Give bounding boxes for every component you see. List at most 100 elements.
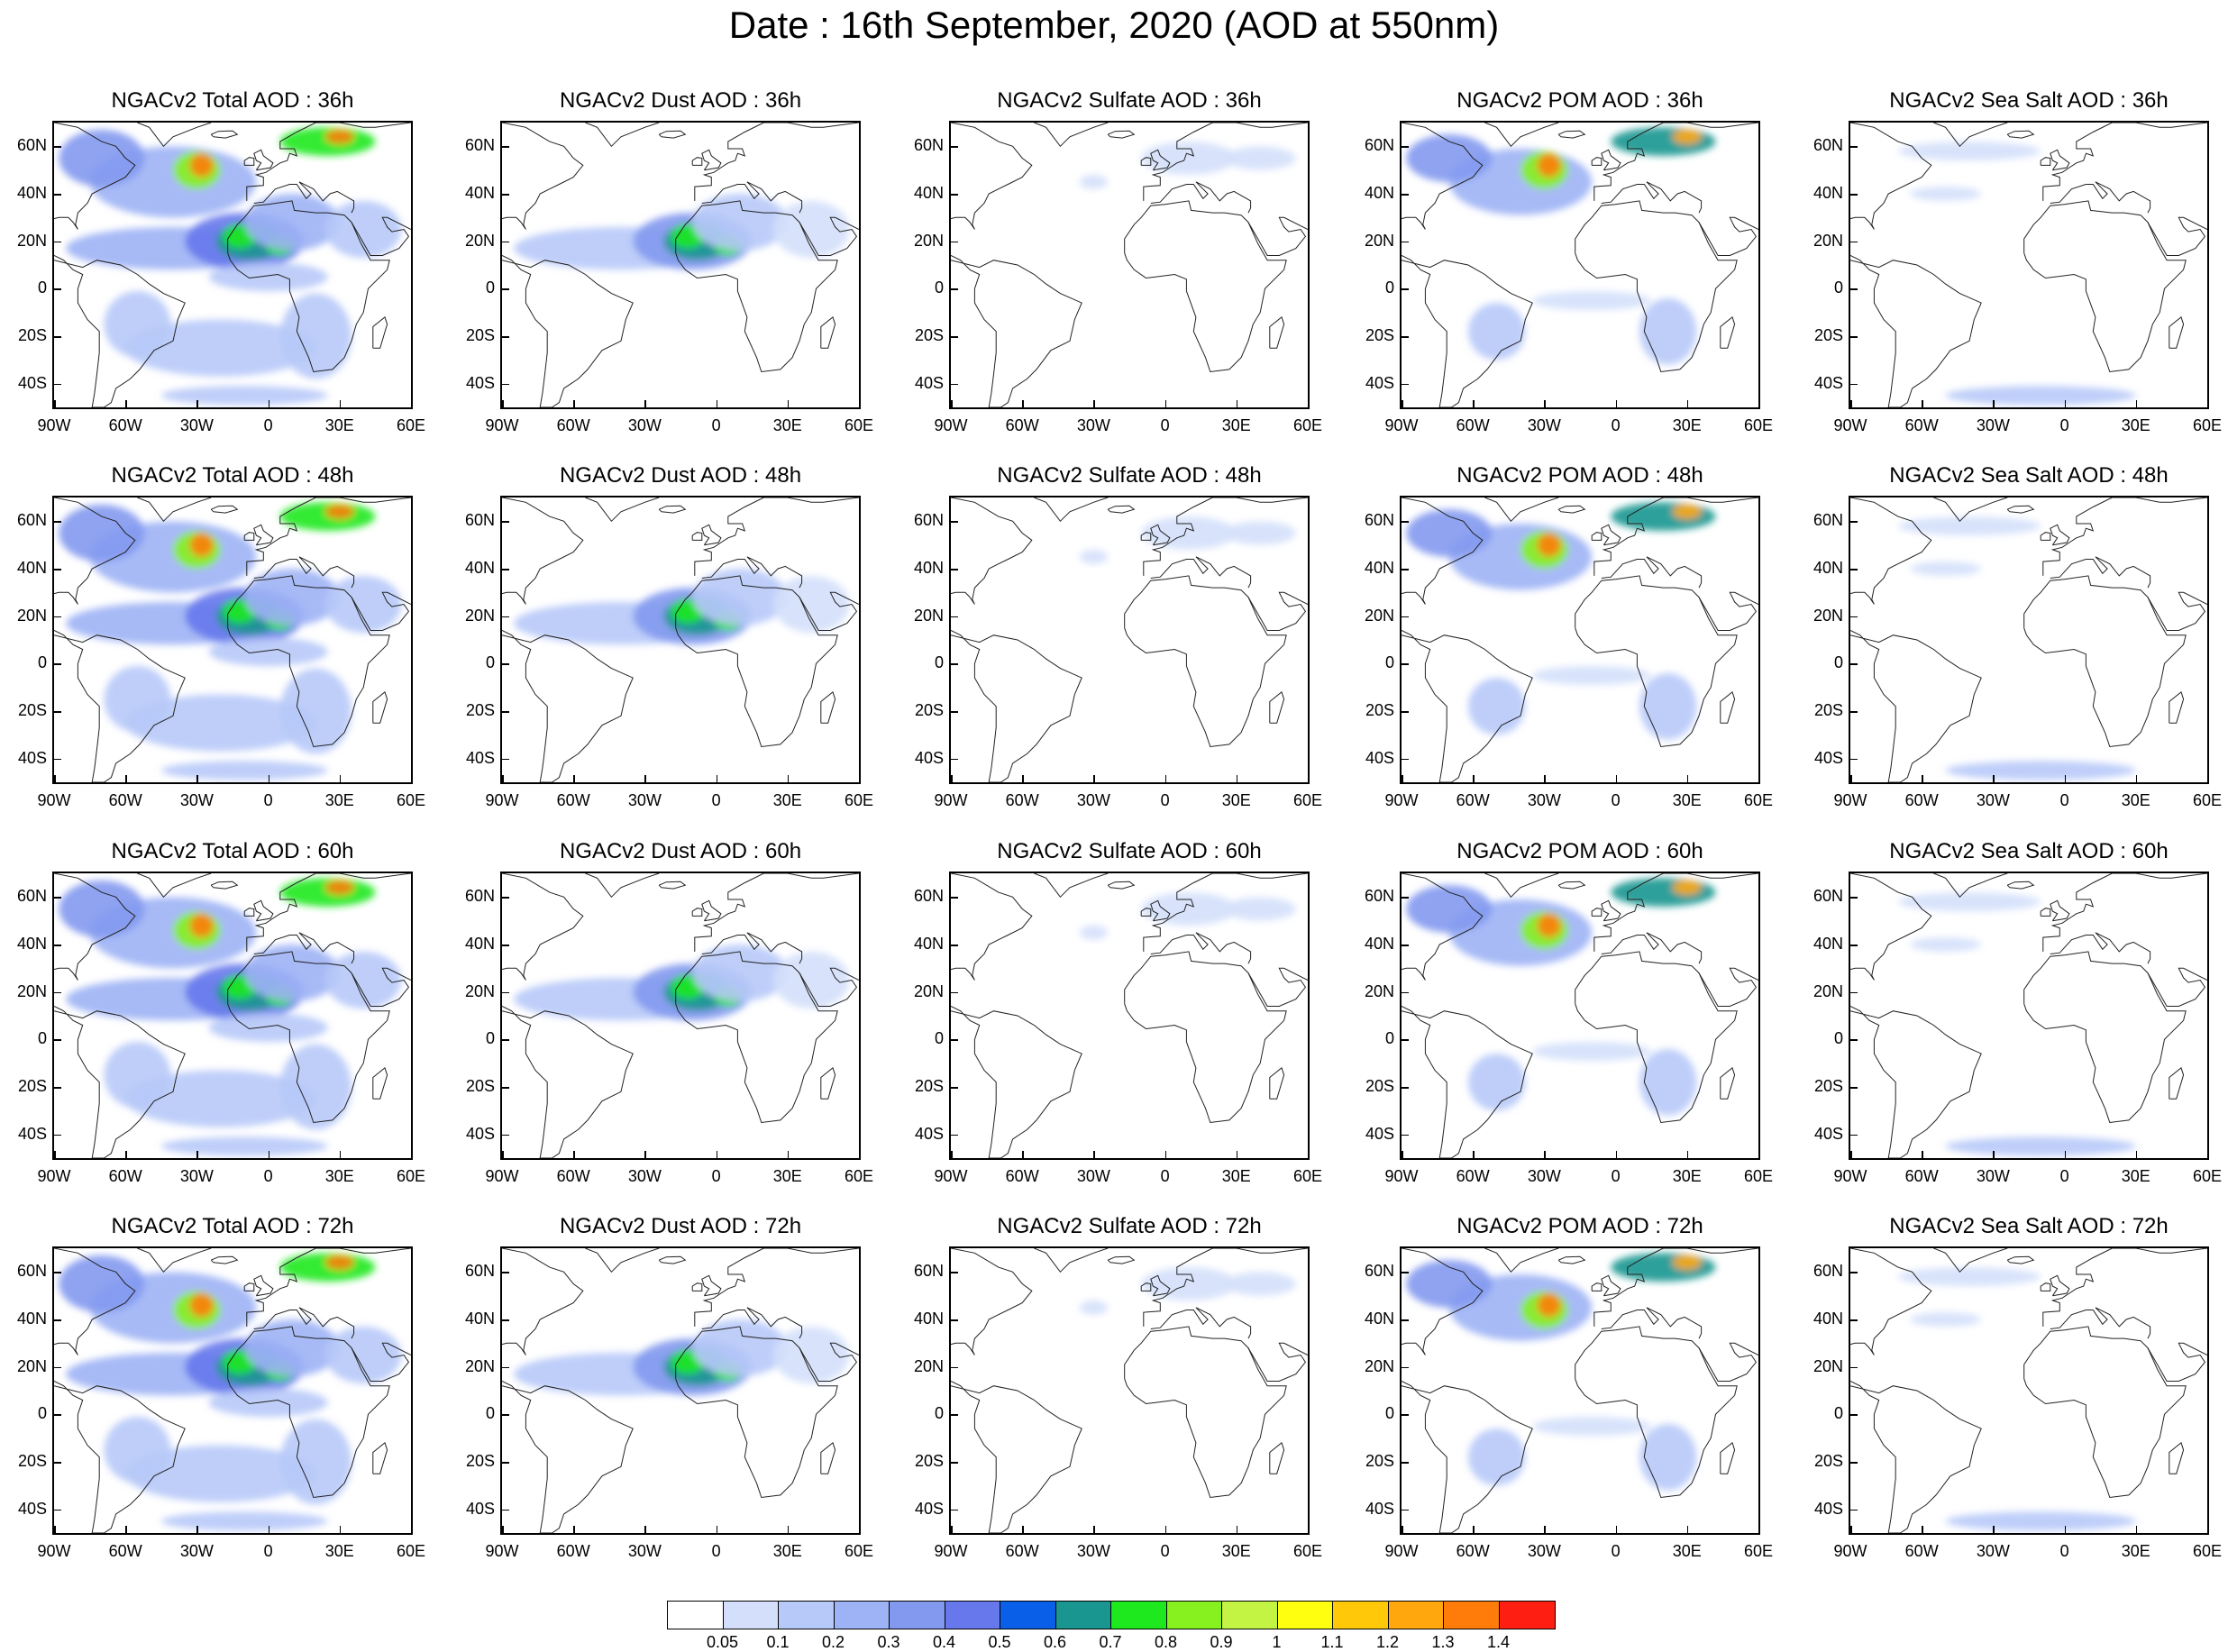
x-tick [196, 400, 198, 407]
coastline-southAmerica [951, 255, 1082, 407]
coastline-britain [2050, 149, 2070, 171]
x-tick [644, 1526, 646, 1533]
coastline-greenland [1484, 123, 1559, 148]
y-tick [502, 711, 509, 713]
y-tick-label: 60N [464, 1262, 495, 1281]
y-tick [1850, 1509, 1858, 1511]
x-tick-label: 90W [1833, 1542, 1867, 1560]
aerosol-field [1467, 1054, 1526, 1111]
map-panel-pom-3 [1400, 1246, 1760, 1535]
coastline-africa [1124, 200, 1287, 373]
x-tick-label: 0 [1160, 791, 1170, 809]
aerosol-field [1910, 187, 1982, 201]
map-panel-sulfate-2 [949, 872, 1310, 1160]
x-tick [951, 1526, 953, 1533]
aerosol-field [1141, 892, 1237, 926]
aerosol-field [1079, 925, 1109, 940]
aod-map [502, 873, 859, 1158]
aerosol-field [1467, 303, 1526, 361]
y-tick-label: 40N [913, 1310, 944, 1328]
aerosol-field [692, 945, 788, 1002]
x-tick-label: 60W [108, 1167, 142, 1185]
aerosol-field [1945, 761, 2136, 780]
y-tick-label: 20N [464, 1356, 495, 1375]
y-tick-label: 60N [1364, 136, 1394, 155]
y-tick-label: 0 [485, 1029, 495, 1048]
coastline-africa [1575, 200, 1738, 373]
y-tick [54, 991, 61, 994]
panel-title: NGACv2 Dust AOD : 72h [559, 1214, 802, 1238]
x-tick-label: 30E [2121, 791, 2150, 809]
x-tick [716, 1526, 718, 1533]
y-tick-label: 0 [1833, 1404, 1843, 1423]
x-tick [54, 1526, 56, 1533]
y-tick-label: 60N [464, 136, 495, 155]
coastline-arabia [351, 1342, 411, 1382]
aerosol-field [1406, 134, 1493, 182]
x-tick-label: 60E [396, 791, 426, 809]
y-tick [1402, 945, 1409, 946]
y-tick-label: 60N [913, 511, 944, 530]
coastline-southAmerica [54, 255, 186, 407]
x-tick [1686, 400, 1689, 407]
coastline-britain [253, 149, 274, 171]
y-tick [951, 711, 958, 713]
coastline-ireland [691, 532, 703, 541]
x-tick-label: 90W [37, 1167, 71, 1185]
coastline-med [701, 1307, 803, 1339]
aerosol-field [208, 262, 328, 291]
x-tick-label: 60E [2192, 1542, 2223, 1560]
y-tick [1850, 241, 1858, 243]
y-tick-label: 60N [913, 136, 944, 155]
x-tick [411, 400, 413, 407]
coastline-madagascar [820, 316, 836, 349]
coastline-africa [227, 951, 390, 1124]
y-tick-label: 40S [1365, 1124, 1394, 1143]
coastline-greenland [1933, 873, 2008, 899]
y-tick-label: 40N [464, 935, 495, 953]
y-tick-label: 40N [1364, 935, 1394, 953]
map-panel-sulfate-0 [949, 121, 1310, 409]
coastline-europe [1593, 1248, 1758, 1327]
coastline-britain [1601, 524, 1621, 546]
y-tick [1402, 383, 1409, 386]
y-tick [1850, 1039, 1858, 1041]
y-tick-label: 60N [1813, 1262, 1843, 1281]
coastline-southAmerica [1850, 255, 1982, 407]
y-tick [1402, 758, 1409, 761]
aerosol-field [1639, 1423, 1697, 1491]
colorbar-label: 1.2 [1375, 1633, 1400, 1651]
x-tick [951, 400, 953, 407]
y-tick [502, 383, 509, 386]
coastline-europe [246, 123, 411, 201]
coastline-iceland [1107, 130, 1136, 139]
y-tick-label: 0 [1833, 1029, 1843, 1048]
y-tick [1402, 1319, 1409, 1321]
x-tick-label: 90W [37, 791, 71, 809]
x-tick [196, 1526, 198, 1533]
y-tick [951, 1414, 958, 1416]
coastline-africa [675, 951, 838, 1124]
aerosol-field [324, 880, 354, 895]
coastline-arabia [1698, 591, 1758, 631]
aerosol-field [189, 533, 214, 557]
aerosol-field [324, 129, 354, 144]
x-tick-label: 30W [179, 791, 214, 809]
coastline-med [253, 181, 355, 214]
x-tick-label: 30W [179, 1167, 214, 1185]
coastline-southAmerica [1850, 630, 1982, 782]
coastline-iceland [2006, 130, 2035, 139]
x-tick [339, 775, 342, 782]
y-tick-label: 20S [1365, 326, 1394, 344]
coastline-med [1150, 1307, 1252, 1339]
x-tick [1093, 400, 1095, 407]
coastline-med [1150, 181, 1252, 214]
coastline-northAmerica [1850, 1248, 1932, 1355]
x-tick [2207, 400, 2209, 407]
x-tick-label: 0 [2059, 791, 2069, 809]
x-tick-label: 90W [934, 791, 968, 809]
x-tick-label: 60W [556, 416, 590, 434]
y-tick-label: 40S [17, 1499, 47, 1518]
aerosol-field [1532, 1041, 1652, 1062]
coastline-greenland [1484, 873, 1559, 899]
